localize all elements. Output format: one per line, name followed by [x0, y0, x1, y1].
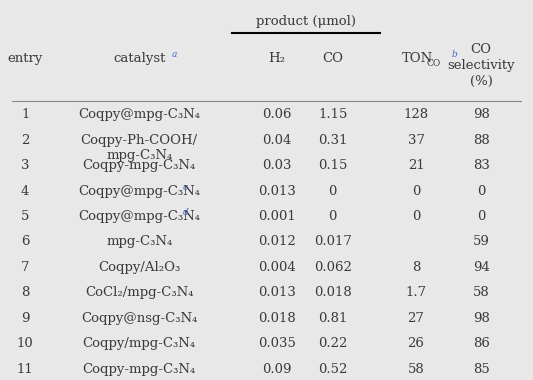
Text: 21: 21	[408, 159, 424, 172]
Text: 0.017: 0.017	[314, 236, 352, 249]
Text: CoCl₂/mpg-C₃N₄: CoCl₂/mpg-C₃N₄	[85, 287, 193, 299]
Text: 3: 3	[21, 159, 29, 172]
Text: 0.013: 0.013	[258, 185, 296, 198]
Text: 2: 2	[21, 134, 29, 147]
Text: 0.004: 0.004	[258, 261, 296, 274]
Text: Coqpy@mpg-C₃N₄: Coqpy@mpg-C₃N₄	[78, 210, 200, 223]
Text: 1.7: 1.7	[406, 287, 426, 299]
Text: 0: 0	[412, 210, 420, 223]
Text: 9: 9	[21, 312, 29, 325]
Text: 58: 58	[473, 287, 490, 299]
Text: 5: 5	[21, 210, 29, 223]
Text: 58: 58	[408, 363, 424, 376]
Text: 4: 4	[21, 185, 29, 198]
Text: 1.15: 1.15	[318, 108, 348, 121]
Text: a: a	[172, 50, 177, 59]
Text: Coqpy/Al₂O₃: Coqpy/Al₂O₃	[98, 261, 180, 274]
Text: entry: entry	[7, 52, 43, 65]
Text: Coqpy-mpg-C₃N₄: Coqpy-mpg-C₃N₄	[83, 159, 196, 172]
Text: 8: 8	[21, 287, 29, 299]
Text: 59: 59	[473, 236, 490, 249]
Text: 0.15: 0.15	[318, 159, 348, 172]
Text: 0.52: 0.52	[318, 363, 348, 376]
Text: 0.09: 0.09	[262, 363, 292, 376]
Text: 86: 86	[473, 337, 490, 350]
Text: 1: 1	[21, 108, 29, 121]
Text: H₂: H₂	[269, 52, 286, 65]
Text: 0.013: 0.013	[258, 287, 296, 299]
Text: Coqpy@mpg-C₃N₄: Coqpy@mpg-C₃N₄	[78, 108, 200, 121]
Text: 0.035: 0.035	[258, 337, 296, 350]
Text: b: b	[452, 50, 458, 59]
Text: Coqpy@mpg-C₃N₄: Coqpy@mpg-C₃N₄	[78, 185, 200, 198]
Text: 0: 0	[328, 210, 337, 223]
Text: 98: 98	[473, 312, 490, 325]
Text: CO: CO	[426, 59, 441, 68]
Text: 0.062: 0.062	[314, 261, 352, 274]
Text: TON: TON	[402, 52, 433, 65]
Text: Coqpy-mpg-C₃N₄: Coqpy-mpg-C₃N₄	[83, 363, 196, 376]
Text: 0.001: 0.001	[258, 210, 296, 223]
Text: 11: 11	[17, 363, 34, 376]
Text: CO
selectivity
(%): CO selectivity (%)	[447, 43, 515, 87]
Text: 83: 83	[473, 159, 490, 172]
Text: 0.018: 0.018	[258, 312, 296, 325]
Text: 37: 37	[408, 134, 424, 147]
Text: 85: 85	[473, 363, 490, 376]
Text: product (μmol): product (μmol)	[256, 16, 356, 28]
Text: 0: 0	[412, 185, 420, 198]
Text: 0: 0	[477, 185, 486, 198]
Text: mpg-C₃N₄: mpg-C₃N₄	[106, 236, 172, 249]
Text: 6: 6	[21, 236, 29, 249]
Text: 0.03: 0.03	[262, 159, 292, 172]
Text: 94: 94	[473, 261, 490, 274]
Text: 98: 98	[473, 108, 490, 121]
Text: 8: 8	[412, 261, 420, 274]
Text: Coqpy-Ph-COOH/
mpg-C₃N₄: Coqpy-Ph-COOH/ mpg-C₃N₄	[80, 134, 198, 162]
Text: 0.22: 0.22	[318, 337, 348, 350]
Text: c: c	[183, 183, 188, 192]
Text: 88: 88	[473, 134, 490, 147]
Text: 0: 0	[328, 185, 337, 198]
Text: 26: 26	[408, 337, 424, 350]
Text: 128: 128	[403, 108, 429, 121]
Text: 0.81: 0.81	[318, 312, 348, 325]
Text: 0.012: 0.012	[258, 236, 296, 249]
Text: 0.06: 0.06	[262, 108, 292, 121]
Text: 0.018: 0.018	[314, 287, 352, 299]
Text: 0: 0	[477, 210, 486, 223]
Text: d: d	[183, 208, 189, 217]
Text: 7: 7	[21, 261, 29, 274]
Text: 0.31: 0.31	[318, 134, 348, 147]
Text: catalyst: catalyst	[113, 52, 165, 65]
Text: CO: CO	[322, 52, 343, 65]
Text: 27: 27	[408, 312, 424, 325]
Text: Coqpy/mpg-C₃N₄: Coqpy/mpg-C₃N₄	[83, 337, 196, 350]
Text: 0.04: 0.04	[262, 134, 292, 147]
Text: 10: 10	[17, 337, 34, 350]
Text: Coqpy@nsg-C₃N₄: Coqpy@nsg-C₃N₄	[81, 312, 197, 325]
